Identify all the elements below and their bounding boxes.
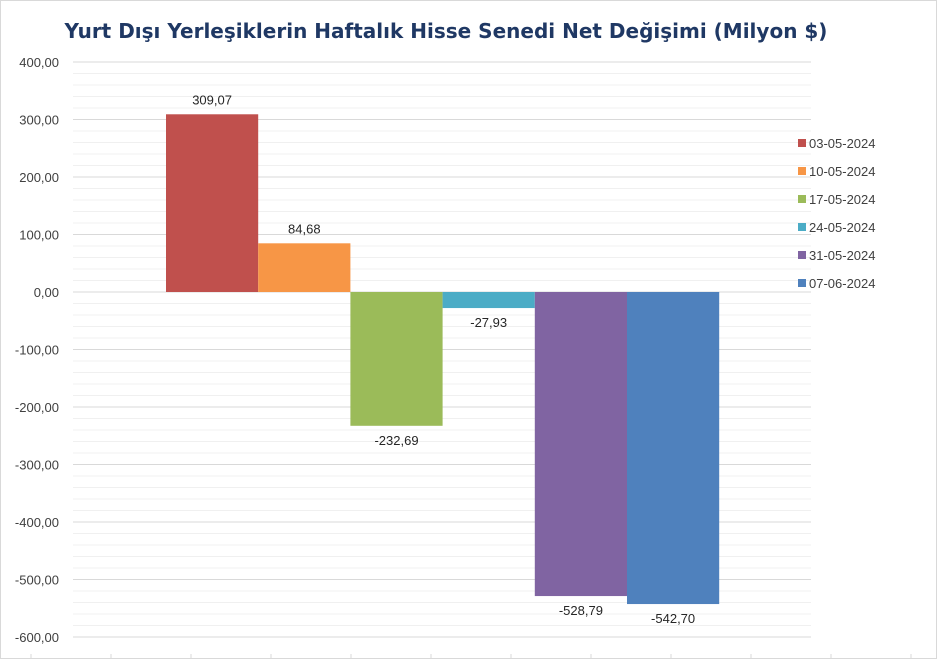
data-labels: 309,07 84,68 -232,69 -27,93 -528,79 -542,70	[192, 92, 695, 626]
x-axis-tick-marks	[30, 654, 912, 658]
y-tick-label: -100,00	[15, 343, 59, 358]
y-tick-label: -500,00	[15, 573, 59, 588]
bar	[627, 292, 720, 605]
bar	[534, 292, 627, 597]
legend-item: 03-05-2024	[798, 136, 876, 151]
chart-title: Yurt Dışı Yerleşiklerin Haftalık Hisse S…	[64, 19, 828, 43]
data-label: 309,07	[192, 92, 232, 107]
bar	[166, 114, 259, 292]
legend-label: 10-05-2024	[809, 164, 876, 179]
legend-item: 17-05-2024	[798, 192, 876, 207]
legend-swatch	[798, 223, 806, 231]
data-label: -528,79	[559, 603, 603, 618]
data-label: -542,70	[651, 611, 695, 626]
y-tick-label: 300,00	[19, 113, 59, 128]
legend: 03-05-2024 10-05-2024 17-05-2024 24-05-2024…	[798, 136, 876, 291]
legend-item: 24-05-2024	[798, 220, 876, 235]
bar	[258, 243, 351, 292]
legend-swatch	[798, 195, 806, 203]
bar	[350, 292, 443, 426]
bar	[442, 292, 535, 309]
legend-swatch	[798, 139, 806, 147]
legend-item: 31-05-2024	[798, 248, 876, 263]
y-tick-label: -300,00	[15, 458, 59, 473]
legend-swatch	[798, 167, 806, 175]
legend-swatch	[798, 251, 806, 259]
y-tick-label: 200,00	[19, 170, 59, 185]
data-label: -232,69	[374, 433, 418, 448]
legend-item: 10-05-2024	[798, 164, 876, 179]
y-tick-label: 400,00	[19, 55, 59, 70]
legend-swatch	[798, 279, 806, 287]
data-label: -27,93	[470, 315, 507, 330]
data-label: 84,68	[288, 221, 321, 236]
y-tick-label: 100,00	[19, 228, 59, 243]
y-axis: 400,00 300,00 200,00 100,00 0,00 -100,00 -200,…	[15, 55, 59, 645]
legend-label: 24-05-2024	[809, 220, 876, 235]
legend-item: 07-06-2024	[798, 276, 876, 291]
y-tick-label: -200,00	[15, 400, 59, 415]
legend-label: 31-05-2024	[809, 248, 876, 263]
legend-label: 07-06-2024	[809, 276, 876, 291]
y-tick-label: -400,00	[15, 515, 59, 530]
legend-label: 03-05-2024	[809, 136, 876, 151]
bars	[166, 114, 720, 605]
y-tick-label: -600,00	[15, 630, 59, 645]
legend-label: 17-05-2024	[809, 192, 876, 207]
y-tick-label: 0,00	[34, 285, 59, 300]
